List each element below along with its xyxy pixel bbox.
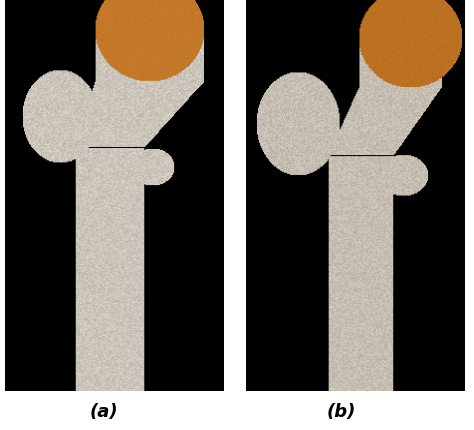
Text: (b): (b) bbox=[327, 402, 356, 420]
Text: (a): (a) bbox=[90, 402, 118, 420]
